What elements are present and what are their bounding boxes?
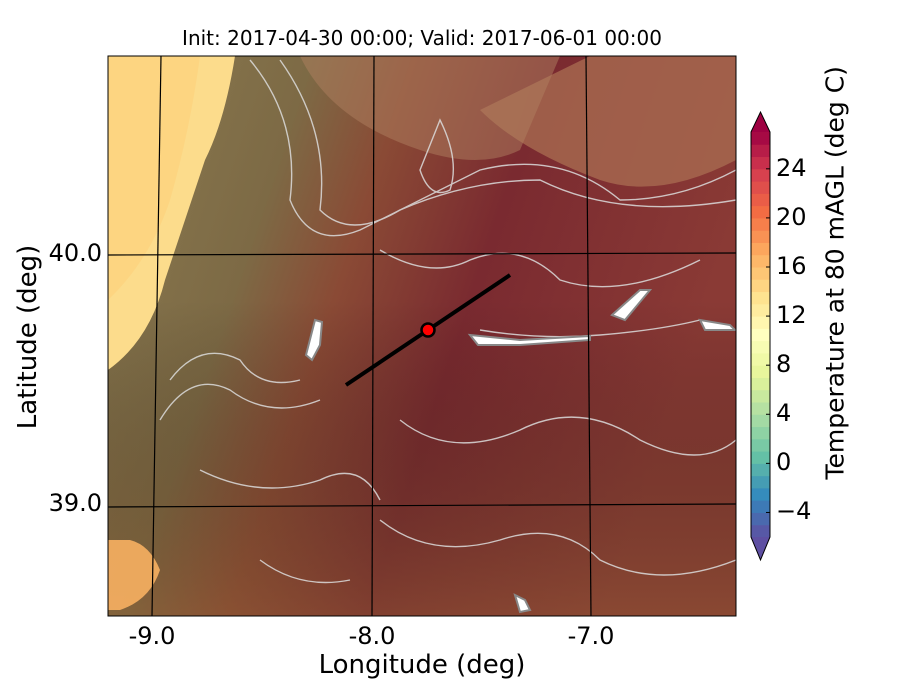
colorbar-tick-label: 8 [776, 350, 792, 379]
y-tick-label: 39.0 [48, 489, 102, 517]
colorbar-label: Temperature at 80 mAGL (deg C) [820, 66, 850, 480]
colorbar-band [751, 242, 770, 256]
location-marker [420, 322, 436, 338]
colorbar-band [751, 144, 770, 158]
colorbar-band [751, 328, 770, 342]
colorbar-band [751, 193, 770, 207]
colorbar-band [751, 254, 770, 268]
colorbar-outline [750, 110, 771, 562]
colorbar-band [751, 524, 770, 538]
colorbar [750, 110, 771, 562]
colorbar-tick-label: 0 [776, 448, 792, 477]
colorbar-band [751, 205, 770, 219]
contour-lines [159, 59, 736, 584]
colorbar-band [751, 340, 770, 354]
colorbar-band [751, 414, 770, 428]
colorbar-band [751, 279, 770, 293]
axes-frame [107, 55, 737, 617]
colorbar-tick-label: 4 [776, 399, 792, 428]
colorbar-tick-label: 24 [776, 153, 807, 182]
colorbar-band [751, 426, 770, 440]
x-tick-label: -9.0 [128, 622, 176, 650]
colorbar-tick-label: 16 [776, 252, 807, 280]
x-axis-label: Longitude (deg) [318, 650, 526, 680]
colorbar-band [751, 475, 770, 489]
colorbar-band [751, 316, 770, 329]
colorbar-tick-label: 20 [776, 202, 807, 231]
colorbar-band [751, 451, 770, 464]
reservoirs [304, 289, 736, 614]
colorbar-band [751, 168, 770, 182]
colorbar-band [751, 230, 770, 243]
colorbar-band [751, 267, 770, 280]
y-axis-label: Latitude (deg) [13, 244, 43, 430]
colorbar-band [751, 303, 770, 317]
plot-title: Init: 2017-04-30 00:00; Valid: 2017-06-0… [182, 26, 662, 50]
colorbar-band [751, 438, 770, 452]
colorbar-band [751, 402, 770, 415]
colorbar-extend-min [751, 537, 770, 560]
colorbar-band [751, 217, 770, 231]
colorbar-band [751, 463, 770, 477]
colorbar-band [751, 512, 770, 526]
colorbar-band [751, 389, 770, 403]
x-tick-label: -7.0 [567, 622, 615, 650]
colorbar-tick-label: 12 [776, 301, 807, 330]
colorbar-band [751, 156, 770, 170]
graticule [108, 56, 736, 616]
colorbar-band [751, 365, 770, 378]
colorbar-extend-max [751, 112, 770, 132]
colorbar-band [751, 291, 770, 305]
y-tick-label: 40.0 [48, 239, 102, 267]
colorbar-band [751, 377, 770, 391]
colorbar-band [751, 132, 770, 145]
colorbar-band [751, 181, 770, 194]
x-tick-label: -8.0 [348, 622, 396, 650]
colorbar-band [751, 352, 770, 366]
colorbar-band [751, 487, 770, 501]
colorbar-band [751, 500, 770, 513]
colorbar-tick-label: −4 [776, 497, 812, 526]
